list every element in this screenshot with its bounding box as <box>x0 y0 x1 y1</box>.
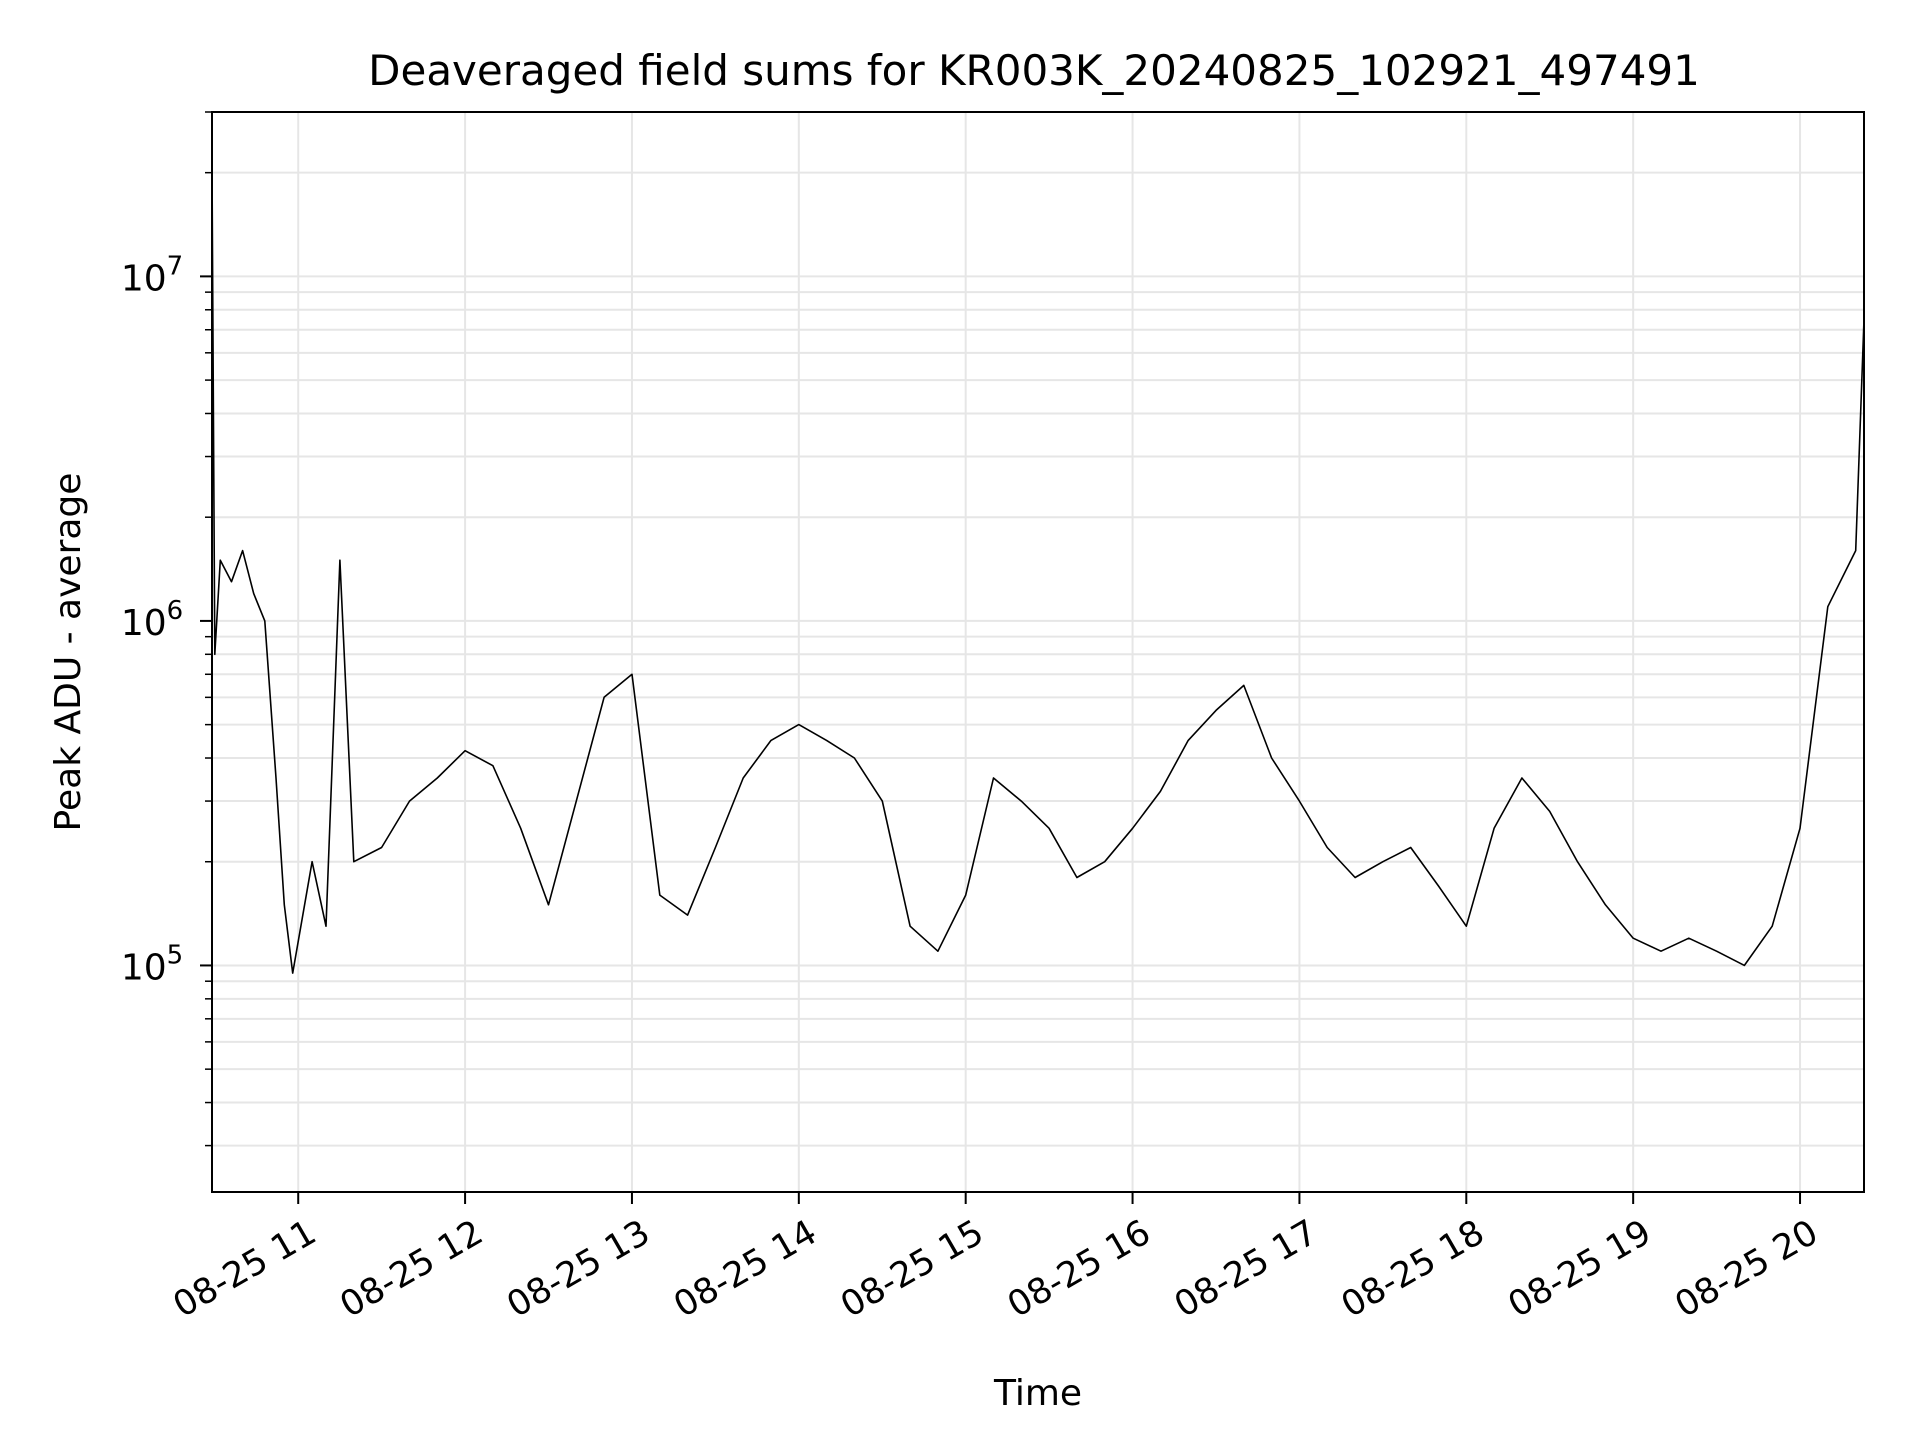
y-axis-ticks: 105 106 107 <box>121 111 212 1147</box>
grid-layer <box>212 111 1864 1192</box>
chart-title: Deaveraged field sums for KR003K_2024082… <box>368 46 1700 95</box>
y-tick-label: 107 <box>121 251 183 299</box>
plot-frame <box>211 111 1865 1193</box>
series-line-0 <box>212 165 1864 974</box>
y-tick-label: 105 <box>121 940 183 988</box>
y-axis-label: Peak ADU - average <box>48 473 89 832</box>
y-tick-label: 106 <box>121 596 183 644</box>
series-layer <box>212 165 1864 974</box>
x-axis-label: Time <box>993 1373 1082 1414</box>
